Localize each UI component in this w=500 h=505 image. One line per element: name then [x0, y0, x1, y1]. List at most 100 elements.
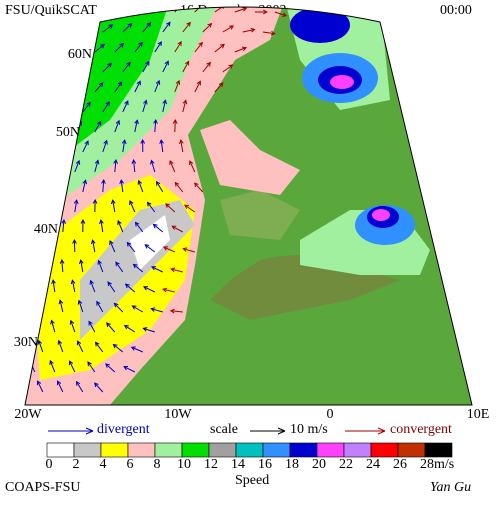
- wind-arrow-head: [33, 240, 37, 244]
- wind-arrow: [42, 260, 43, 272]
- scale-value: 10 m/s: [290, 422, 328, 437]
- wind-arrow-head: [101, 6, 105, 9]
- colorbar-cell: [317, 443, 344, 457]
- divergent-label: divergent: [97, 422, 150, 437]
- lon-label: 20W: [14, 407, 42, 422]
- colorbar-cell: [209, 443, 236, 457]
- colorbar-tick: 16: [258, 457, 272, 472]
- colorbar-tick: 14: [231, 457, 245, 472]
- time: 00:00: [440, 3, 472, 18]
- wind-arrow: [75, 83, 83, 92]
- colorbar-tick: 26: [393, 457, 407, 472]
- colorbar-tick: 8: [154, 457, 161, 472]
- colorbar-cell: [101, 443, 128, 457]
- colorbar-cell: [371, 443, 398, 457]
- colorbar-cell: [74, 443, 101, 457]
- wind-arrow: [155, 3, 163, 12]
- wind-arrow-head: [56, 161, 60, 165]
- wind-arrow: [63, 26, 73, 32]
- storm: [372, 209, 390, 221]
- wind-arrow: [40, 300, 43, 312]
- wind-arrow: [55, 161, 59, 172]
- lat-label: 30N: [14, 335, 38, 350]
- wind-arrow: [63, 64, 72, 72]
- wind-arrow: [115, 5, 125, 12]
- wind-arrow-head: [60, 45, 64, 49]
- wind-arrow: [35, 161, 39, 172]
- colorbar-cell: [344, 443, 371, 457]
- wind-arrow: [175, 120, 176, 132]
- lon-label: 10W: [164, 407, 192, 422]
- colorbar-tick: 18: [285, 457, 299, 472]
- footer-right: Yan Gu: [430, 480, 471, 495]
- wind-arrow: [63, 103, 71, 112]
- wind-arrow-head: [40, 260, 44, 264]
- wind-arrow: [31, 321, 35, 332]
- wind-arrow: [33, 280, 35, 292]
- wind-arrow-head: [65, 141, 68, 145]
- wind-arrow-head: [45, 141, 48, 145]
- wind-arrow-head: [63, 180, 67, 184]
- colorbar-tick: 6: [127, 457, 134, 472]
- wind-arrow: [83, 26, 93, 32]
- colorbar-cell: [182, 443, 209, 457]
- wind-arrow-head: [120, 5, 124, 9]
- colorbar-cell: [236, 443, 263, 457]
- wind-arrow-head: [69, 26, 73, 29]
- wind-arrow-head: [35, 161, 39, 165]
- colorbar-tick: 20: [312, 457, 326, 472]
- wind-arrow: [55, 45, 65, 52]
- colorbar-label: Speed: [235, 473, 269, 488]
- colorbar-cell: [155, 443, 182, 457]
- footer-left: COAPS-FSU: [5, 480, 80, 495]
- wind-arrow-head: [89, 26, 93, 29]
- colorbar-cell: [47, 443, 74, 457]
- colorbar-tick: 24: [366, 457, 380, 472]
- scale-label: scale: [210, 422, 238, 437]
- wind-arrow-head: [68, 64, 72, 68]
- colorbar-cell: [128, 443, 155, 457]
- wind-arrow: [135, 4, 144, 12]
- wind-arrow: [55, 83, 63, 92]
- wind-arrow: [35, 200, 36, 212]
- wind-arrow-head: [43, 180, 47, 184]
- colorbar-tick: 10: [177, 457, 191, 472]
- colorbar-tick: 0: [46, 457, 53, 472]
- colorbar-tick: 2: [73, 457, 80, 472]
- wind-arrow-head: [67, 103, 71, 107]
- lon-label: 10E: [467, 407, 490, 422]
- title: FSU/QuikSCAT: [5, 3, 97, 18]
- wind-arrow-head: [159, 3, 163, 7]
- wind-arrow: [63, 180, 66, 192]
- colorbar-tick: 22: [339, 457, 353, 472]
- colorbar-tick: 4: [100, 457, 107, 472]
- colorbar-cell: [290, 443, 317, 457]
- storm: [330, 75, 354, 89]
- wind-arrow-head: [59, 83, 63, 87]
- wind-arrow-head: [34, 200, 38, 204]
- colorbar-cell: [425, 443, 452, 457]
- wind-arrow-head: [55, 200, 59, 204]
- wind-arrow: [43, 180, 46, 192]
- wind-arrow-head: [140, 4, 144, 8]
- lat-label: 50N: [56, 125, 80, 140]
- colorbar-unit: m/s: [434, 457, 454, 472]
- colorbar-tick: 12: [204, 457, 218, 472]
- lon-label: 0: [327, 407, 334, 422]
- wind-arrow-head: [30, 321, 34, 325]
- wind-arrow: [55, 200, 57, 212]
- convergent-label: convergent: [390, 422, 452, 437]
- colorbar-cell: [398, 443, 425, 457]
- wind-arrow: [43, 141, 48, 152]
- wind-arrow: [34, 240, 35, 252]
- wind-arrow-head: [39, 300, 43, 304]
- lat-label: 40N: [34, 222, 58, 237]
- colorbar-tick: 28: [420, 457, 434, 472]
- wind-arrow-head: [31, 280, 35, 284]
- wind-arrow-head: [79, 83, 83, 87]
- wind-arrow: [63, 141, 69, 152]
- lat-label: 60N: [68, 47, 92, 62]
- colorbar-cell: [263, 443, 290, 457]
